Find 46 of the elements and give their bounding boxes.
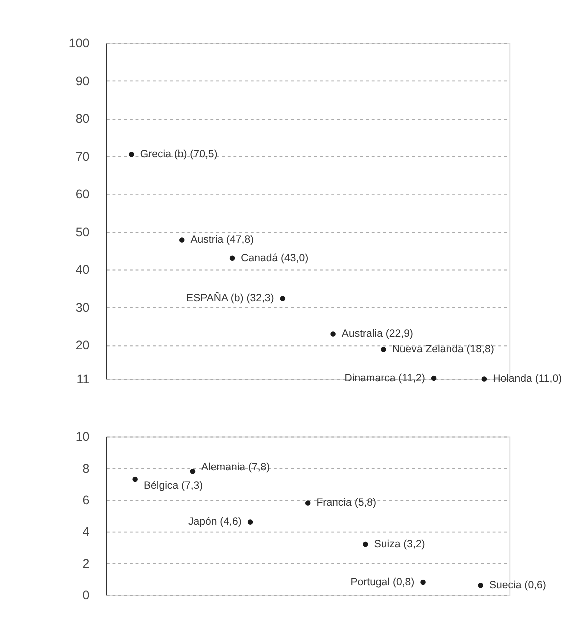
y-tick-label: 10 [76,430,90,444]
data-label: Austria (47,8) [190,234,254,246]
point [431,376,437,382]
data-label: Alemania (7,8) [202,462,270,474]
y-tick-label: 11 [76,372,90,387]
data-label: Nueva Zelanda (18,8) [392,344,494,356]
point [132,476,138,482]
data-label: Bélgica (7,3) [144,480,204,492]
point [248,520,254,525]
data-label: Australia (22,9) [342,328,414,340]
point [280,296,286,302]
point [478,583,484,588]
y-tick-label: 40 [76,263,90,278]
data-label: Grecia (b) (70,5) [140,148,218,161]
y-tick-label: 2 [82,556,90,571]
y-tick-label: 50 [76,225,90,240]
point [305,500,311,506]
point [330,332,336,337]
data-label: Dinamarca (11,2) [344,372,426,384]
data-label: Suecia (0,6) [489,580,546,592]
y-tick-label: 80 [76,112,90,126]
point [190,469,196,474]
point [482,376,488,382]
point [129,152,134,158]
point [381,347,386,352]
point [363,542,368,548]
data-label: Japón (4,6) [188,516,242,528]
y-tick-label: 70 [76,150,90,164]
data-label: Suiza (3,2) [374,538,426,550]
data-label: ESPAÑA (b) (32,3) [186,292,274,305]
y-tick-label: 8 [82,462,90,476]
y-tick-label: 100 [68,36,90,51]
data-label: Portugal (0,8) [350,576,415,588]
y-tick-label: 4 [82,525,90,540]
y-tick-label: 0 [82,588,90,602]
y-tick-label: 90 [76,74,90,88]
y-tick-label: 60 [76,188,90,202]
y-tick-label: 6 [82,493,90,508]
point [179,238,185,243]
point [420,580,426,586]
data-label: Holanda (11,0) [493,373,562,386]
data-label: Canadá (43,0) [241,252,309,264]
y-tick-label: 30 [76,300,90,315]
y-tick-label: 20 [76,338,90,353]
data-label: Francia (5,8) [316,497,377,510]
point [230,256,236,262]
